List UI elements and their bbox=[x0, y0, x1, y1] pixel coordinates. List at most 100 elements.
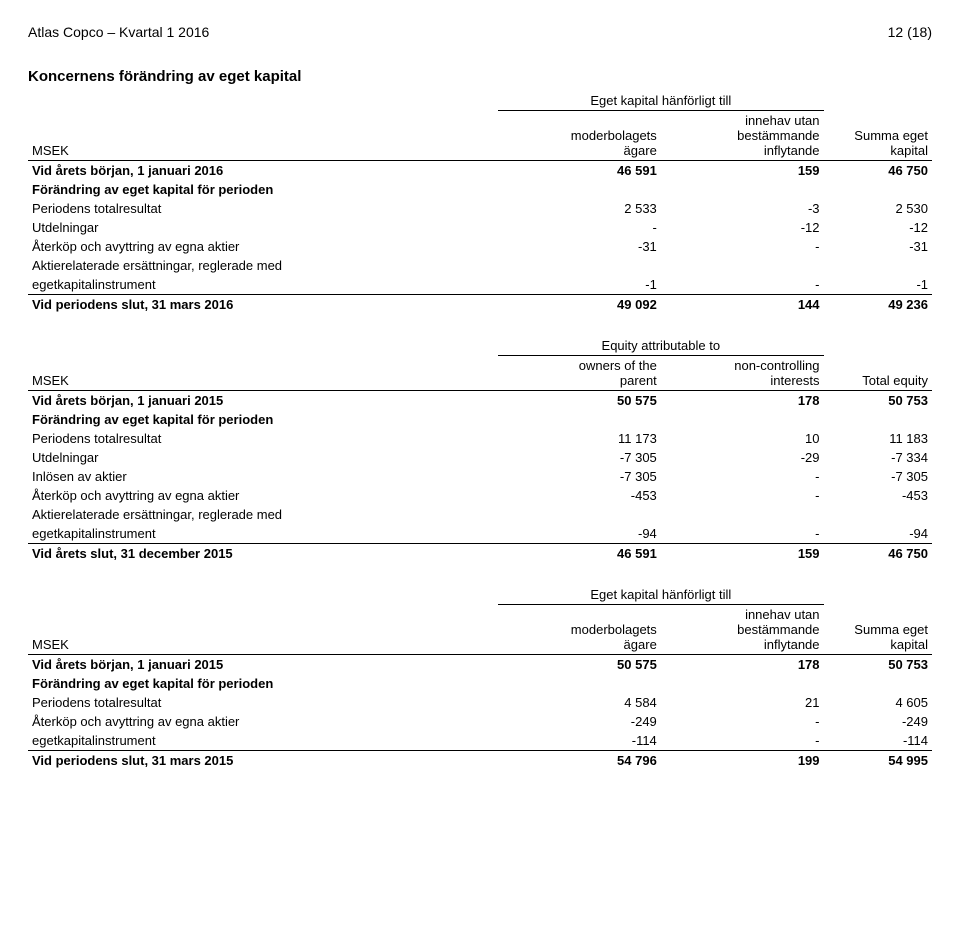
table-row: Återköp och avyttring av egna aktier -31… bbox=[28, 237, 932, 256]
table-row: Vid årets början, 1 januari 2015 50 575 … bbox=[28, 655, 932, 675]
table-row: Vid periodens slut, 31 mars 2016 49 092 … bbox=[28, 295, 932, 315]
cell: -1 bbox=[824, 275, 932, 295]
table-super-header: Eget kapital hänförligt till bbox=[28, 585, 932, 605]
cell: - bbox=[661, 467, 824, 486]
cell: -7 334 bbox=[824, 448, 932, 467]
cell: -453 bbox=[498, 486, 661, 505]
col-parent: owners of theparent bbox=[498, 356, 661, 391]
table-row: Periodens totalresultat 4 584 21 4 605 bbox=[28, 693, 932, 712]
row-label: Aktierelaterade ersättningar, reglerade … bbox=[28, 256, 498, 275]
cell: 10 bbox=[661, 429, 824, 448]
col-parent: moderbolagetsägare bbox=[498, 111, 661, 161]
table-header-row: MSEK moderbolagetsägare innehav utanbest… bbox=[28, 605, 932, 655]
row-label: egetkapitalinstrument bbox=[28, 524, 498, 544]
table-row: Aktierelaterade ersättningar, reglerade … bbox=[28, 505, 932, 524]
cell: 46 591 bbox=[498, 161, 661, 181]
col-msek: MSEK bbox=[28, 356, 498, 391]
cell: -114 bbox=[824, 731, 932, 751]
cell: -453 bbox=[824, 486, 932, 505]
cell: 46 750 bbox=[824, 544, 932, 564]
cell: -249 bbox=[824, 712, 932, 731]
table-equity-fy2015: Equity attributable to MSEK owners of th… bbox=[28, 336, 932, 563]
table-row: Vid årets början, 1 januari 2016 46 591 … bbox=[28, 161, 932, 181]
cell: - bbox=[661, 275, 824, 295]
cell: -249 bbox=[498, 712, 661, 731]
col-total: Total equity bbox=[824, 356, 932, 391]
table-row: Utdelningar - -12 -12 bbox=[28, 218, 932, 237]
super-header-text: Eget kapital hänförligt till bbox=[498, 585, 823, 605]
row-label: Periodens totalresultat bbox=[28, 429, 498, 448]
table-header-row: MSEK owners of theparent non-controlling… bbox=[28, 356, 932, 391]
row-label: Periodens totalresultat bbox=[28, 199, 498, 218]
cell: -7 305 bbox=[498, 467, 661, 486]
table-row: Aktierelaterade ersättningar, reglerade … bbox=[28, 256, 932, 275]
cell: 4 605 bbox=[824, 693, 932, 712]
cell: 199 bbox=[661, 751, 824, 771]
col-msek: MSEK bbox=[28, 605, 498, 655]
cell: 178 bbox=[661, 655, 824, 675]
col-total: Summa egetkapital bbox=[824, 111, 932, 161]
cell: 144 bbox=[661, 295, 824, 315]
page-header-right: 12 (18) bbox=[888, 24, 932, 40]
cell: -31 bbox=[824, 237, 932, 256]
section-title: Koncernens förändring av eget kapital bbox=[28, 68, 932, 85]
cell: 49 092 bbox=[498, 295, 661, 315]
cell: 21 bbox=[661, 693, 824, 712]
col-nci: innehav utanbestämmandeinflytande bbox=[661, 111, 824, 161]
cell: - bbox=[661, 731, 824, 751]
row-label: Utdelningar bbox=[28, 448, 498, 467]
row-label: Utdelningar bbox=[28, 218, 498, 237]
row-label: Vid periodens slut, 31 mars 2016 bbox=[28, 295, 498, 315]
cell: 50 753 bbox=[824, 391, 932, 411]
col-msek: MSEK bbox=[28, 111, 498, 161]
table-row: Vid årets början, 1 januari 2015 50 575 … bbox=[28, 391, 932, 411]
cell: -7 305 bbox=[824, 467, 932, 486]
cell: -114 bbox=[498, 731, 661, 751]
cell: 46 591 bbox=[498, 544, 661, 564]
cell: 46 750 bbox=[824, 161, 932, 181]
cell: -94 bbox=[498, 524, 661, 544]
table-row: egetkapitalinstrument -1 - -1 bbox=[28, 275, 932, 295]
cell: - bbox=[661, 237, 824, 256]
cell: 4 584 bbox=[498, 693, 661, 712]
row-label: Återköp och avyttring av egna aktier bbox=[28, 712, 498, 731]
cell: -29 bbox=[661, 448, 824, 467]
cell: - bbox=[661, 712, 824, 731]
table-row: Periodens totalresultat 11 173 10 11 183 bbox=[28, 429, 932, 448]
cell: 159 bbox=[661, 161, 824, 181]
cell: 54 995 bbox=[824, 751, 932, 771]
super-header-text: Equity attributable to bbox=[498, 336, 823, 356]
col-nci: innehav utanbestämmandeinflytande bbox=[661, 605, 824, 655]
row-label: Vid årets slut, 31 december 2015 bbox=[28, 544, 498, 564]
row-label: Periodens totalresultat bbox=[28, 693, 498, 712]
cell: -94 bbox=[824, 524, 932, 544]
table-header-row: MSEK moderbolagetsägare innehav utanbest… bbox=[28, 111, 932, 161]
row-label: Inlösen av aktier bbox=[28, 467, 498, 486]
cell: 54 796 bbox=[498, 751, 661, 771]
row-label: Återköp och avyttring av egna aktier bbox=[28, 486, 498, 505]
table-row: egetkapitalinstrument -94 - -94 bbox=[28, 524, 932, 544]
row-label: Återköp och avyttring av egna aktier bbox=[28, 237, 498, 256]
table-row: Utdelningar -7 305 -29 -7 334 bbox=[28, 448, 932, 467]
cell: -12 bbox=[824, 218, 932, 237]
row-label: Förändring av eget kapital för perioden bbox=[28, 410, 498, 429]
cell: 2 530 bbox=[824, 199, 932, 218]
cell: - bbox=[498, 218, 661, 237]
row-label: Förändring av eget kapital för perioden bbox=[28, 674, 498, 693]
table-row: Periodens totalresultat 2 533 -3 2 530 bbox=[28, 199, 932, 218]
cell: - bbox=[661, 486, 824, 505]
table-row: Förändring av eget kapital för perioden bbox=[28, 410, 932, 429]
row-label: Vid årets början, 1 januari 2015 bbox=[28, 391, 498, 411]
cell: 178 bbox=[661, 391, 824, 411]
cell: - bbox=[661, 524, 824, 544]
col-parent: moderbolagetsägare bbox=[498, 605, 661, 655]
table-row: Återköp och avyttring av egna aktier -45… bbox=[28, 486, 932, 505]
page-header: Atlas Copco – Kvartal 1 2016 12 (18) bbox=[28, 24, 932, 40]
cell: 50 575 bbox=[498, 391, 661, 411]
table-row: Förändring av eget kapital för perioden bbox=[28, 180, 932, 199]
table-super-header: Eget kapital hänförligt till bbox=[28, 91, 932, 111]
table-super-header: Equity attributable to bbox=[28, 336, 932, 356]
super-header-text: Eget kapital hänförligt till bbox=[498, 91, 823, 111]
table-row: egetkapitalinstrument -114 - -114 bbox=[28, 731, 932, 751]
row-label: Aktierelaterade ersättningar, reglerade … bbox=[28, 505, 498, 524]
